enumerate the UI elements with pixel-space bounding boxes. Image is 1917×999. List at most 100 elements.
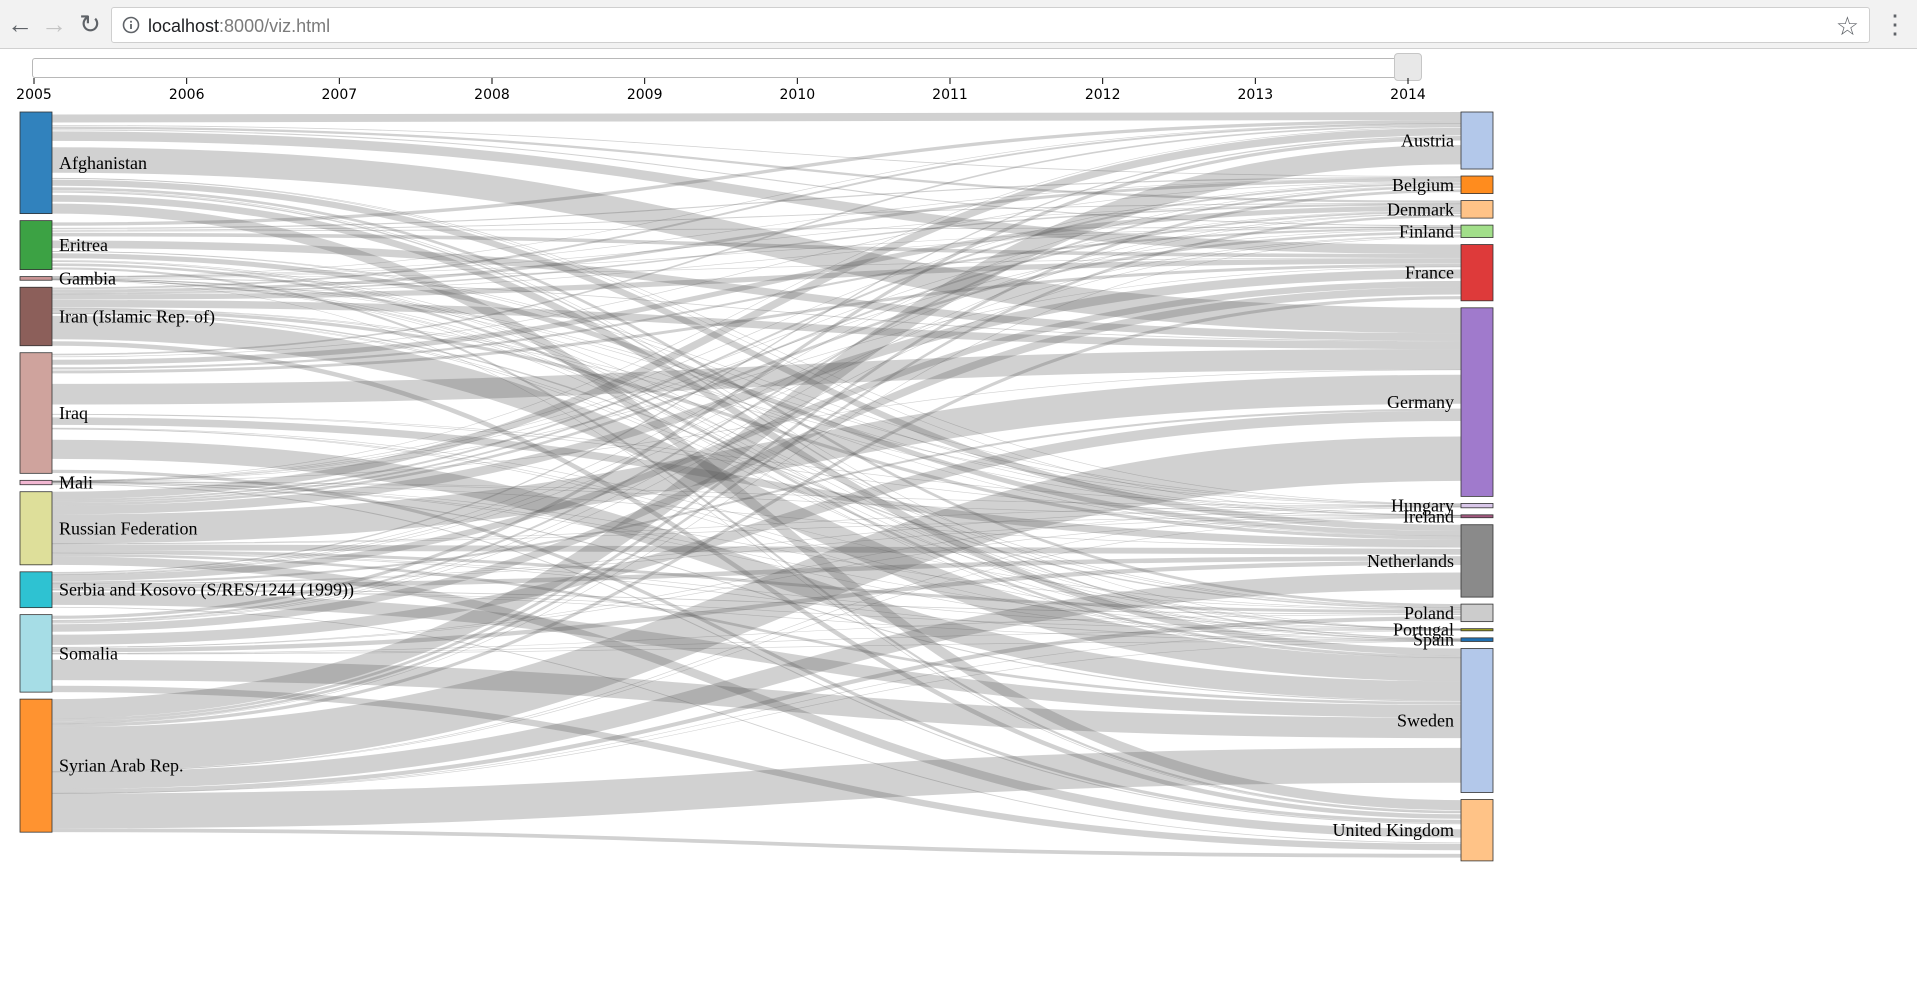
sankey-link[interactable] [51,630,1462,794]
origin-node[interactable] [19,698,53,833]
sankey-link[interactable] [51,226,1462,278]
sankey-link[interactable] [51,507,1462,773]
sankey-link[interactable] [51,408,1462,584]
sankey-link[interactable] [51,428,1462,630]
sankey-link[interactable] [51,126,1462,203]
sankey-link[interactable] [51,251,1462,516]
sankey-link[interactable] [51,641,1462,794]
origin-node[interactable] [19,491,53,566]
sankey-link[interactable] [51,202,1462,231]
sankey-link[interactable] [51,482,1462,641]
sankey-link[interactable] [51,145,1462,719]
sankey-link[interactable] [51,428,1462,641]
more-menu-icon[interactable]: ⋮ [1882,8,1908,39]
sankey-link[interactable] [51,129,1462,227]
sankey-link[interactable] [51,189,1462,722]
origin-node[interactable] [19,276,53,281]
destination-node[interactable] [1460,111,1494,170]
sankey-link[interactable] [51,279,1462,630]
sankey-link[interactable] [51,374,1462,544]
sankey-link[interactable] [51,427,1462,610]
sankey-link[interactable] [51,212,1462,575]
sankey-link[interactable] [51,280,1462,582]
sankey-link[interactable] [51,436,1462,772]
origin-node[interactable] [19,352,53,474]
sankey-link[interactable] [51,178,1462,293]
sankey-link[interactable] [51,266,1462,482]
sankey-link[interactable] [51,410,1462,645]
sankey-link[interactable] [51,213,1462,623]
sankey-link[interactable] [51,505,1462,544]
sankey-link[interactable] [51,126,1462,481]
destination-node[interactable] [1460,524,1494,598]
sankey-link[interactable] [51,187,1462,607]
sankey-link[interactable] [51,185,1462,623]
destination-node[interactable] [1460,200,1494,219]
sankey-link[interactable] [51,203,1462,811]
origin-node[interactable] [19,220,53,270]
sankey-link[interactable] [51,278,1462,537]
sankey-link[interactable] [51,267,1462,813]
origin-node[interactable] [19,479,53,486]
sankey-link[interactable] [51,413,1462,506]
sankey-link[interactable] [51,263,1462,658]
sankey-link[interactable] [51,258,1462,300]
sankey-link[interactable] [51,481,1462,610]
sankey-link[interactable] [51,279,1462,608]
sankey-link[interactable] [51,481,1462,507]
sankey-link[interactable] [51,556,1462,589]
sankey-link[interactable] [51,214,1462,724]
origin-node[interactable] [19,614,53,693]
sankey-link[interactable] [51,210,1462,482]
sankey-link[interactable] [51,227,1462,295]
sankey-link[interactable] [51,123,1462,290]
origin-node[interactable] [19,286,53,347]
sankey-link[interactable] [51,572,1462,790]
sankey-link[interactable] [51,482,1462,630]
sankey-link[interactable] [51,589,1462,615]
sankey-link[interactable] [51,240,1462,341]
sankey-link[interactable] [51,640,1462,655]
sankey-link[interactable] [51,299,1462,350]
sankey-link[interactable] [51,629,1462,655]
sankey-link[interactable] [51,414,1462,517]
sankey-link[interactable] [51,260,1462,630]
destination-node[interactable] [1460,307,1494,497]
destination-node[interactable] [1460,648,1494,793]
sankey-link[interactable] [51,231,1462,506]
sankey-link[interactable] [51,506,1462,648]
sankey-link[interactable] [51,191,1462,640]
sankey-link[interactable] [51,349,1462,405]
sankey-link[interactable] [51,137,1462,619]
sankey-link[interactable] [51,307,1462,506]
sankey-link[interactable] [51,481,1462,548]
destination-node[interactable] [1460,628,1494,632]
sankey-link[interactable] [51,549,1462,614]
sankey-link[interactable] [51,232,1462,258]
sankey-link[interactable] [51,417,1462,548]
sankey-link[interactable] [51,315,1462,682]
sankey-link[interactable] [51,135,1462,574]
sankey-link[interactable] [51,181,1462,482]
sankey-link[interactable] [51,203,1462,295]
sankey-link[interactable] [51,556,1462,838]
sankey-link[interactable] [51,308,1462,516]
origin-node[interactable] [19,111,53,215]
sankey-link[interactable] [51,483,1462,825]
sankey-link[interactable] [51,553,1462,641]
sankey-link[interactable] [51,125,1462,356]
sankey-link[interactable] [51,278,1462,505]
reload-icon[interactable]: ↻ [79,8,101,39]
sankey-link[interactable] [51,235,1462,576]
sankey-link[interactable] [51,553,1462,705]
sankey-link[interactable] [51,279,1462,814]
sankey-link[interactable] [51,147,1462,334]
sankey-link[interactable] [51,127,1462,500]
sankey-link[interactable] [51,179,1462,531]
destination-node[interactable] [1460,514,1494,519]
sankey-link[interactable] [51,341,1462,819]
sankey-link[interactable] [51,481,1462,517]
back-arrow-icon[interactable]: ← [7,8,33,39]
sankey-link[interactable] [51,277,1462,342]
destination-node[interactable] [1460,175,1494,194]
